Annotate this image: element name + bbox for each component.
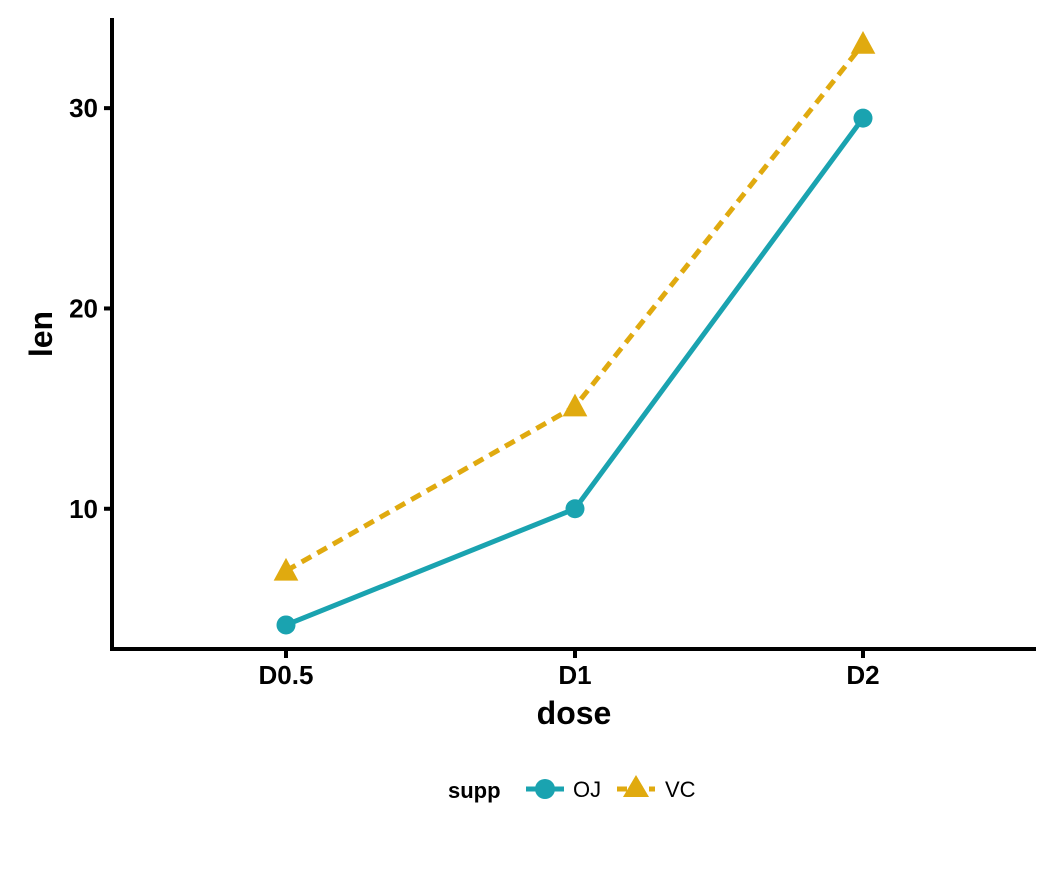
y-ticks: 10 20 30 bbox=[69, 93, 112, 524]
x-tick-label: D0.5 bbox=[259, 660, 314, 690]
y-tick-label: 20 bbox=[69, 293, 98, 323]
series-vc-point bbox=[273, 557, 299, 581]
legend-item-oj: OJ bbox=[526, 777, 601, 802]
x-axis-title: dose bbox=[537, 695, 612, 731]
x-tick-label: D1 bbox=[558, 660, 591, 690]
series-layer bbox=[273, 31, 876, 635]
y-tick-label: 30 bbox=[69, 93, 98, 123]
series-oj-point bbox=[565, 499, 585, 519]
legend-vc-marker bbox=[623, 775, 649, 797]
series-vc-line bbox=[284, 42, 865, 574]
axis-layer: 10 20 30 D0.5 D1 D2 dose len bbox=[23, 18, 1036, 731]
series-vc-point bbox=[562, 393, 588, 417]
y-tick-label: 10 bbox=[69, 494, 98, 524]
series-vc-point bbox=[850, 31, 876, 54]
legend-oj-label: OJ bbox=[573, 777, 601, 802]
legend-title: supp bbox=[448, 778, 501, 803]
y-axis-title: len bbox=[23, 311, 59, 357]
series-oj bbox=[276, 108, 873, 635]
x-ticks: D0.5 D1 D2 bbox=[259, 649, 880, 690]
series-oj-point bbox=[276, 615, 296, 635]
x-tick-label: D2 bbox=[846, 660, 879, 690]
legend: supp OJ VC bbox=[448, 775, 696, 803]
legend-item-vc: VC bbox=[617, 775, 696, 802]
series-oj-line bbox=[285, 116, 866, 628]
legend-vc-label: VC bbox=[665, 777, 696, 802]
legend-oj-marker bbox=[535, 779, 555, 799]
series-vc bbox=[273, 31, 876, 581]
series-oj-point bbox=[853, 108, 873, 128]
